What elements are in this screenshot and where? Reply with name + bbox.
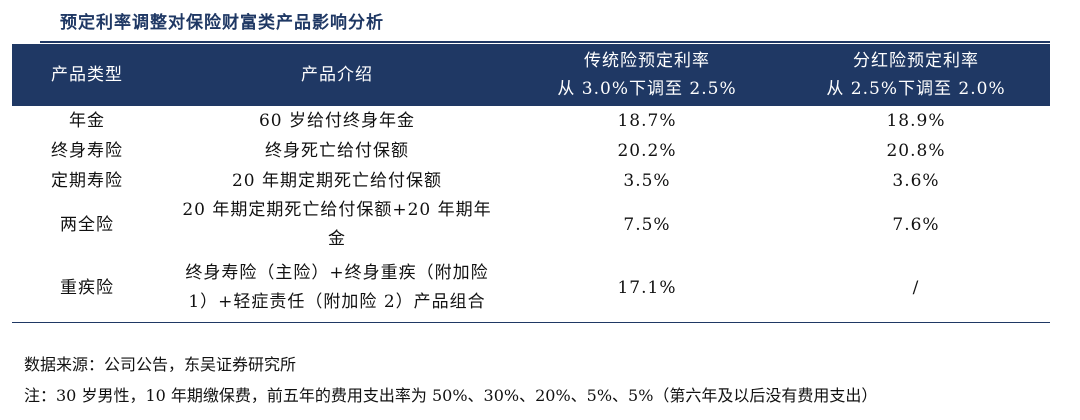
header-product-intro: 产品介绍	[162, 44, 512, 106]
cell-product-intro: 20 年期定期死亡给付保额+20 年期年 金	[162, 196, 512, 254]
cell-traditional-rate: 3.5%	[623, 170, 671, 191]
cell-product-type: 终身寿险	[51, 140, 123, 161]
cell-product-type: 重疾险	[12, 254, 162, 323]
cell-traditional-rate: 7.5%	[623, 214, 671, 235]
cell-dividend-rate: 18.9%	[886, 110, 946, 131]
cell-traditional-rate: 17.1%	[512, 254, 782, 323]
table-header-row: 产品类型 产品介绍 传统险预定利率 从 3.0%下调至 2.5% 分红险预定利率…	[12, 44, 1050, 106]
header-traditional-line2: 从 3.0%下调至 2.5%	[557, 79, 737, 99]
cell-product-intro: 终身寿险（主险）+终身重疾（附加险 1）+轻症责任（附加险 2）产品组合	[162, 254, 512, 323]
table-row: 两全险 20 年期定期死亡给付保额+20 年期年 金 7.5% 7.6%	[12, 196, 1050, 254]
cell-product-type: 定期寿险	[51, 170, 123, 191]
intro-line: 60 岁给付终身年金	[258, 110, 416, 131]
intro-line: 终身死亡给付保额	[265, 140, 409, 161]
cell-dividend-rate: 20.8%	[886, 140, 946, 161]
intro-line: 金	[328, 229, 346, 249]
header-product-type: 产品类型	[12, 44, 162, 106]
intro-line: 终身寿险（主险）+终身重疾（附加险	[185, 263, 489, 283]
cell-traditional-rate: 20.2%	[617, 140, 677, 161]
data-source: 数据来源：公司公告，东吴证券研究所	[24, 355, 297, 374]
title-rule	[40, 41, 1050, 43]
header-dividend-rate: 分红险预定利率 从 2.5%下调至 2.0%	[782, 44, 1050, 106]
cell-product-type: 两全险	[60, 214, 114, 235]
header-traditional-rate: 传统险预定利率 从 3.0%下调至 2.5%	[512, 44, 782, 106]
cell-dividend-rate: /	[782, 254, 1050, 323]
cell-product-intro: 20 年期定期死亡给付保额	[162, 166, 512, 196]
table-row: 年金 60 岁给付终身年金 18.7% 18.9%	[12, 106, 1050, 136]
cell-product-intro: 终身死亡给付保额	[162, 136, 512, 166]
intro-line: 20 年期定期死亡给付保额	[231, 170, 443, 191]
header-traditional-line1: 传统险预定利率	[584, 51, 710, 71]
table-row: 终身寿险 终身死亡给付保额 20.2% 20.8%	[12, 136, 1050, 166]
table-title: 预定利率调整对保险财富类产品影响分析	[60, 13, 384, 33]
notes: 数据来源：公司公告，东吴证券研究所 注：30 岁男性，10 年期缴保费，前五年的…	[24, 349, 877, 411]
header-dividend-line2: 从 2.5%下调至 2.0%	[826, 79, 1006, 99]
cell-dividend-rate: 7.6%	[892, 214, 940, 235]
impact-table: 产品类型 产品介绍 传统险预定利率 从 3.0%下调至 2.5% 分红险预定利率…	[12, 44, 1050, 323]
intro-line: 1）+轻症责任（附加险 2）产品组合	[188, 292, 486, 312]
cell-dividend-rate: 3.6%	[892, 170, 940, 191]
table-row: 重疾险 终身寿险（主险）+终身重疾（附加险 1）+轻症责任（附加险 2）产品组合…	[12, 254, 1050, 323]
table-row: 定期寿险 20 年期定期死亡给付保额 3.5% 3.6%	[12, 166, 1050, 196]
cell-traditional-rate: 18.7%	[617, 110, 677, 131]
intro-line: 20 年期定期死亡给付保额+20 年期年	[182, 200, 492, 220]
cell-product-intro: 60 岁给付终身年金	[162, 106, 512, 136]
header-dividend-line1: 分红险预定利率	[853, 51, 979, 71]
footnote: 注：30 岁男性，10 年期缴保费，前五年的费用支出率为 50%、30%、20%…	[24, 386, 878, 405]
cell-product-type: 年金	[69, 110, 105, 131]
